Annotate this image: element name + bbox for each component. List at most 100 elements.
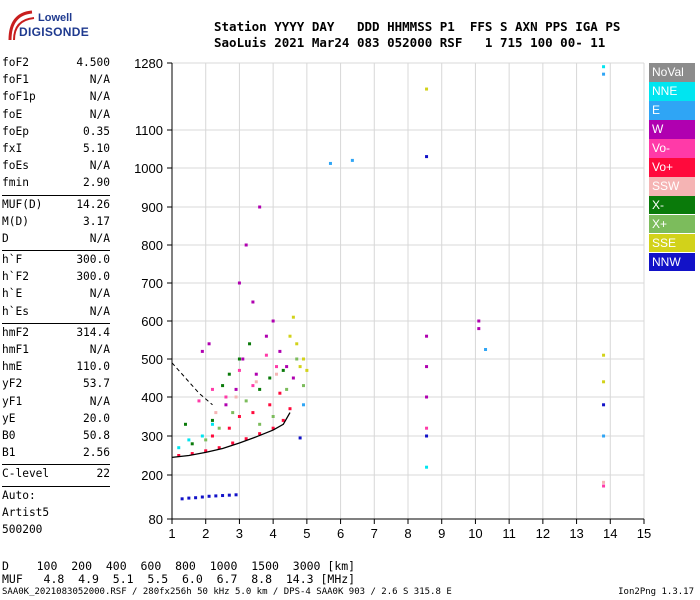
param-row: foEs N/A [2,159,110,176]
legend-item: NoVal [649,63,695,82]
param-label: hmF2 [2,325,29,339]
param-label: hmF1 [2,343,29,356]
param-value: 14.26 [76,197,110,211]
data-point [602,434,606,438]
x-tick-label: 6 [337,526,344,541]
data-point [204,438,208,442]
data-point [258,432,262,436]
digisonde-logo [8,10,35,41]
data-point [200,434,204,438]
param-value: 4.500 [76,56,110,69]
data-point [602,480,606,484]
data-point [183,422,187,426]
data-point [602,484,606,488]
x-tick-label: 13 [569,526,583,541]
param-label: foF1 [2,73,29,87]
header-labels: Station YYYY DAY DDD HHMMSS P1 FFS S AXN… [214,19,621,34]
profile-dashed-curve [171,362,213,406]
y-tick-label: 1100 [135,123,163,138]
logo-text-digisonde: DIGISONDE [19,25,90,39]
param-label: yE [2,411,16,425]
data-point [275,365,279,369]
trace-curve [171,412,291,459]
legend-item: X+ [649,214,695,234]
data-point [207,342,211,346]
param-value: 3.17 [83,214,110,228]
param-row: h`F2 300.0 [2,270,110,287]
param-row: foE N/A [2,108,110,125]
data-point [477,319,481,323]
data-point [602,380,606,384]
data-point [271,415,275,418]
data-point [271,319,275,323]
data-point [278,391,282,395]
data-point [221,494,225,498]
y-tick-label: 600 [141,314,163,329]
data-point [227,372,231,376]
param-note: Auto: [2,488,36,502]
data-point [425,87,429,91]
param-value: N/A [89,343,110,356]
y-tick-label: 1000 [134,161,163,176]
data-point [278,349,282,353]
data-point [237,357,241,361]
data-point [425,434,429,438]
param-value: 0.35 [83,124,110,138]
param-row: foF2 4.500 [2,56,110,73]
param-row: B1 2.56 [2,446,110,463]
param-value: N/A [89,159,110,173]
data-point [221,384,225,388]
param-value: 53.7 [83,377,110,391]
data-point [217,426,221,430]
param-label: foEs [2,159,29,173]
data-point [234,493,238,497]
header-values: SaoLuis 2021 Mar24 083 052000 RSF 1 715 … [214,35,606,50]
y-tick-label: 400 [141,390,163,405]
param-divider [2,194,110,196]
data-point [180,497,184,501]
param-row: h`E N/A [2,287,110,304]
param-row: yE 20.0 [2,412,110,429]
data-point [244,437,248,441]
data-point [602,353,606,357]
data-point [281,368,285,372]
x-tick-label: 9 [438,526,445,541]
param-row: fxI 5.10 [2,142,110,159]
param-row: B0 50.8 [2,429,110,446]
param-value: 300.0 [76,253,110,267]
x-tick-label: 12 [536,526,550,541]
data-point [425,395,429,399]
data-point [271,426,275,430]
param-value: 20.0 [83,411,110,425]
data-point [190,452,194,456]
x-tick-label: 3 [236,526,243,541]
y-tick-label: 200 [141,468,163,483]
param-row: yF2 53.7 [2,377,110,394]
data-point [602,65,606,69]
x-tick-label: 8 [404,526,411,541]
param-value: 22 [96,467,110,481]
param-label: M(D) [2,214,29,228]
x-tick-label: 1 [168,526,175,541]
param-divider [2,464,110,466]
param-row: fmin 2.90 [2,176,110,193]
data-point [477,327,481,331]
y-tick-label: 800 [141,238,163,253]
distance-row: D 100 200 400 600 800 1000 1500 3000 [km… [2,559,356,573]
y-tick-label: 500 [141,352,163,367]
data-point [301,403,305,407]
data-point [210,418,214,422]
logo-text-lowell: Lowell [38,12,73,24]
data-point [258,422,262,426]
legend-item: E [649,100,695,120]
data-point [224,403,228,407]
data-point [251,300,255,304]
data-point [248,342,252,346]
data-point [254,380,258,384]
param-note: Artist5 [2,505,50,519]
legend-item: Vo- [649,138,695,158]
data-point [227,493,231,497]
data-point [210,422,214,426]
data-point [295,342,299,346]
data-point [231,411,235,415]
